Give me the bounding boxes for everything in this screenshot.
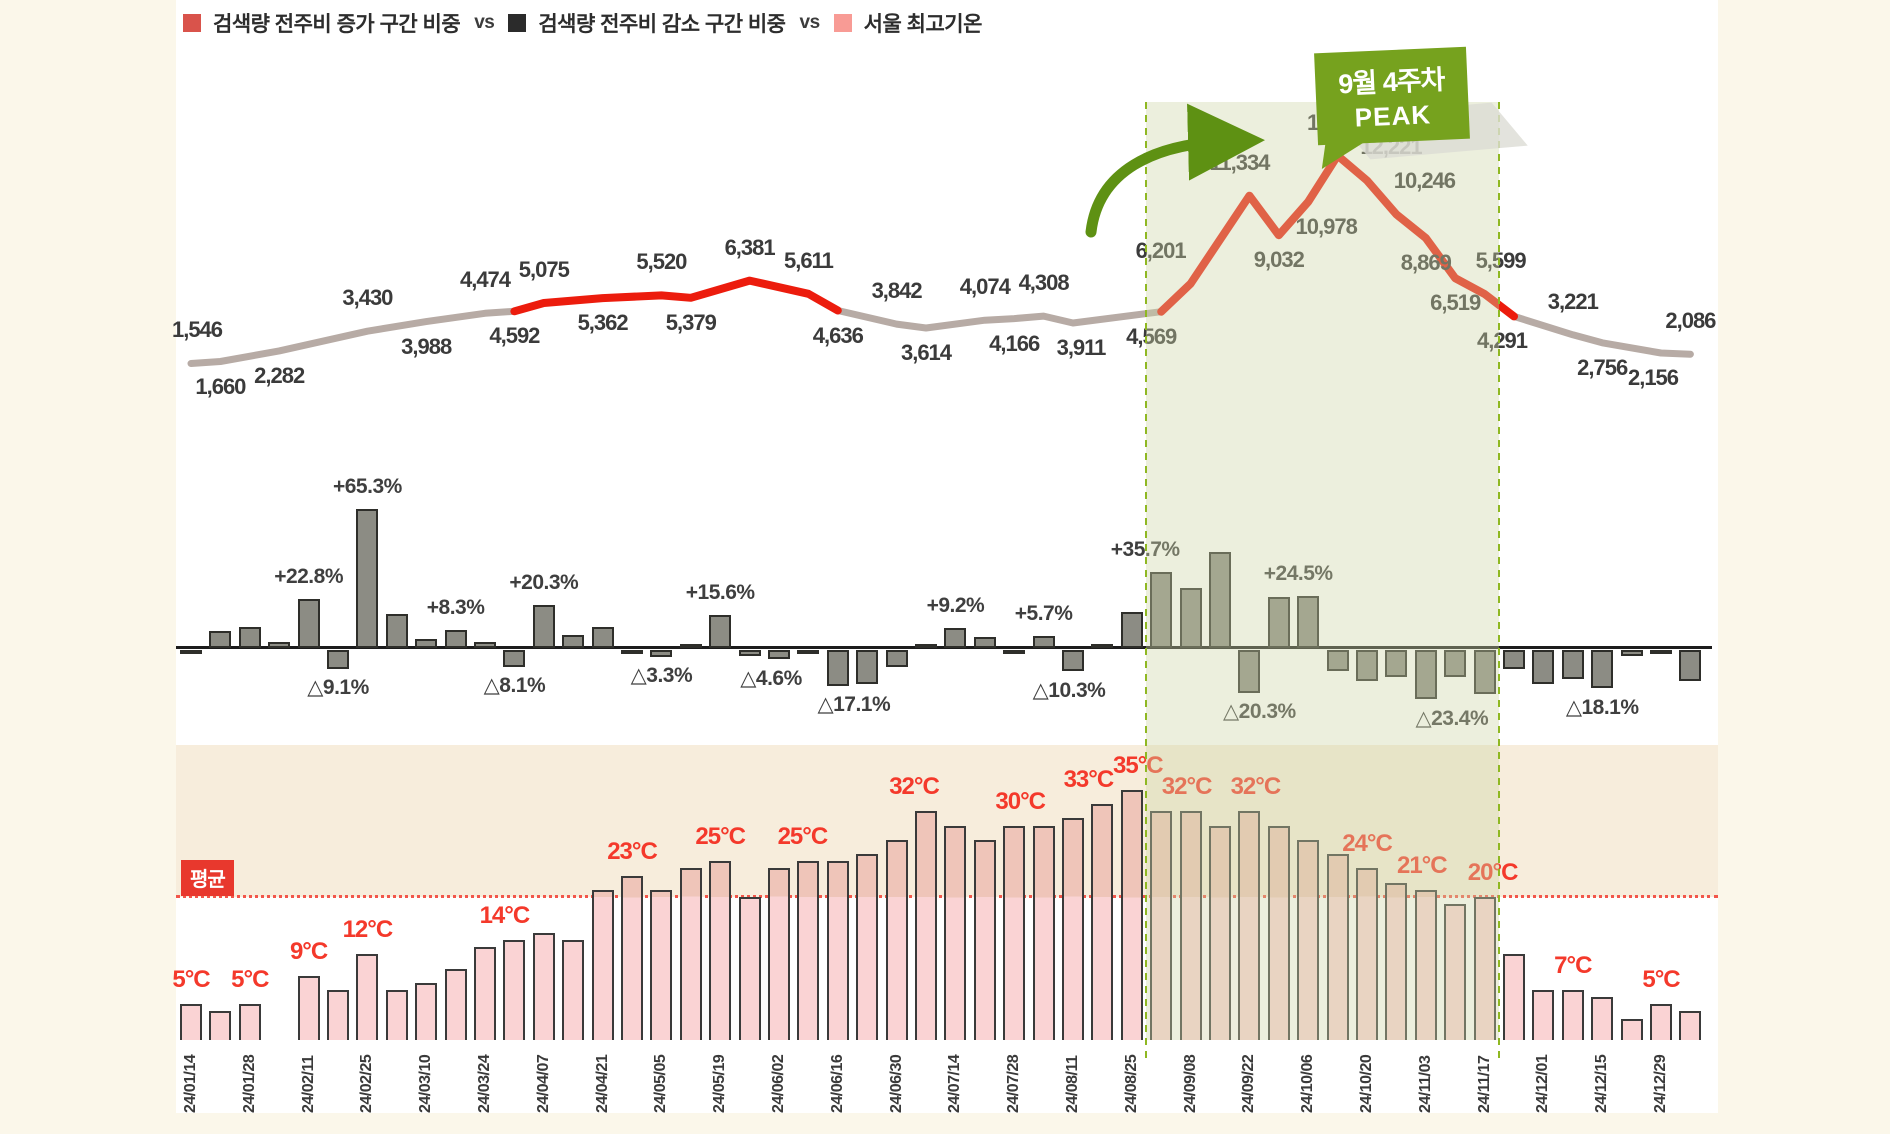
legend-vs-text: vs: [799, 12, 821, 33]
average-temperature-line: [176, 895, 1718, 898]
peak-callout-line2: PEAK: [1354, 99, 1432, 133]
legend-vs-text: vs: [474, 12, 495, 33]
peak-callout-line1: 9월 4주차: [1337, 64, 1446, 100]
legend-decrease-swatch-icon: [508, 14, 527, 32]
chart-canvas: [176, 0, 1718, 1113]
peak-callout: 9월 4주차 PEAK: [1314, 46, 1470, 146]
legend-temperature-label: 서울 최고기온: [863, 13, 983, 36]
temperature-band-background: [176, 745, 1718, 897]
legend: 검색량 전주비 증가 구간 비중 vs 검색량 전주비 감소 구간 비중 vs …: [183, 8, 982, 38]
legend-increase-swatch-icon: [183, 14, 201, 32]
bar-chart-axis: [176, 646, 1712, 649]
average-badge: 평균: [181, 860, 234, 896]
legend-temperature-swatch-icon: [833, 14, 852, 32]
legend-increase-label: 검색량 전주비 증가 구간 비중: [213, 13, 461, 36]
legend-decrease-label: 검색량 전주비 감소 구간 비중: [538, 13, 786, 36]
peak-callout-tail: [1321, 135, 1367, 175]
